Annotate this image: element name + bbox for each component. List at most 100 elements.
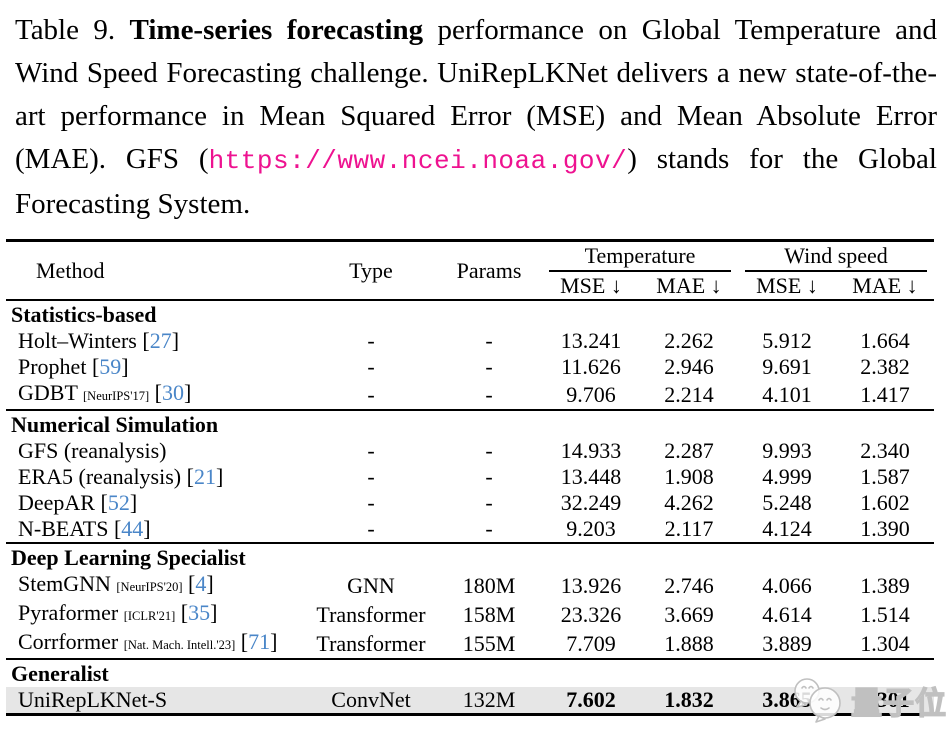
value-cell: 5.912: [762, 328, 812, 353]
method-name: Prophet: [18, 354, 87, 379]
value-cell: 3.669: [664, 601, 714, 627]
col-group-wind-speed: Wind speed: [738, 241, 934, 272]
cite-bracket-open: [: [142, 328, 150, 353]
params-cell: -: [485, 438, 493, 463]
caption-body: performance on Global Temper­ature and W…: [15, 14, 937, 175]
cite-bracket-open: [: [188, 571, 196, 596]
venue-tag: [Nat. Mach. Intell.'23]: [123, 638, 236, 652]
params-cell: -: [485, 328, 493, 353]
params-cell: 155M: [462, 630, 516, 656]
paper-page: Table 9. Time-series forecasting perform…: [0, 9, 951, 737]
col-header-temp-mse: MSE ↓: [542, 272, 640, 301]
table-row: DeepAR [52] - - 32.249 4.262 5.248 1.602: [6, 490, 934, 516]
section-row: Statistics-based: [6, 299, 934, 328]
cite-bracket-open: [: [186, 464, 194, 489]
value-cell: 4.999: [762, 464, 812, 489]
value-cell: 1.664: [860, 328, 910, 353]
caption-url-link[interactable]: https://www.ncei.noaa.gov/: [208, 146, 628, 176]
value-cell: 4.066: [762, 572, 812, 598]
method-name: Holt–Winters: [18, 328, 137, 353]
type-cell: -: [367, 464, 375, 489]
value-cell: 2.214: [664, 381, 714, 407]
value-cell: 5.248: [762, 490, 812, 515]
value-cell: 4.262: [664, 490, 714, 515]
table-row: GDBT [NeurIPS'17] [30] - - 9.706 2.214 4.101 1…: [6, 380, 934, 410]
method-name: StemGNN: [18, 571, 111, 596]
col-header-params: Params: [436, 240, 542, 301]
value-cell: 7.602: [542, 687, 640, 716]
cite-number: 52: [107, 490, 130, 515]
citation-link[interactable]: [21]: [187, 464, 224, 489]
section-title: Numerical Simulation: [6, 409, 934, 438]
cite-bracket-close: ]: [215, 464, 224, 489]
section-row: Deep Learning Specialist: [6, 542, 934, 571]
section-row: Numerical Simulation: [6, 409, 934, 438]
cite-number: 21: [193, 464, 216, 489]
value-cell: 3.889: [762, 630, 812, 656]
value-cell: 2.340: [860, 438, 910, 463]
value-cell: 1.417: [860, 381, 910, 407]
params-cell: 180M: [462, 572, 516, 598]
section-title: Deep Learning Specialist: [6, 542, 934, 571]
method-cell: StemGNN [NeurIPS'20] [4]: [6, 571, 306, 600]
value-cell: 2.262: [664, 328, 714, 353]
value-cell: 1.888: [664, 630, 714, 656]
cite-number: 30: [161, 380, 184, 405]
caption-label: Table 9.: [15, 14, 130, 46]
method-cell: Corrformer [Nat. Mach. Intell.'23] [71]: [6, 629, 306, 659]
cite-number: 35: [188, 600, 211, 625]
citation-link[interactable]: [30]: [155, 380, 192, 405]
method-name: DeepAR: [18, 490, 95, 515]
cite-bracket-close: ]: [129, 490, 138, 515]
method-name: GDBT: [18, 380, 78, 405]
citation-link[interactable]: [71]: [241, 629, 278, 654]
value-cell: 13.926: [560, 572, 622, 598]
value-cell: 14.933: [560, 438, 622, 463]
group-label-wind-speed: Wind speed: [745, 242, 927, 272]
method-name: GFS (reanalysis): [18, 438, 167, 463]
citation-link[interactable]: [4]: [188, 571, 214, 596]
col-header-type: Type: [306, 240, 436, 301]
venue-tag: [ICLR'21]: [123, 609, 176, 623]
cite-bracket-open: [: [113, 516, 122, 541]
type-cell: -: [367, 354, 375, 379]
citation-link[interactable]: [44]: [114, 516, 151, 541]
section-row: Generalist: [6, 658, 934, 687]
value-cell: 32.249: [560, 490, 622, 515]
value-cell: 13.241: [560, 328, 622, 353]
caption-suffix: ) stands for the Global Forecasting Syst…: [15, 143, 937, 220]
params-cell: -: [485, 516, 493, 541]
params-cell: -: [485, 490, 493, 515]
table-row: Prophet [59] - - 11.626 2.946 9.691 2.382: [6, 354, 934, 380]
venue-tag: [NeurIPS'20]: [116, 580, 183, 594]
citation-link[interactable]: [35]: [181, 600, 218, 625]
col-group-temperature: Temperature: [542, 241, 738, 272]
col-header-method: Method: [6, 240, 306, 301]
method-cell: ERA5 (reanalysis) [21]: [6, 464, 306, 490]
value-cell: 9.993: [762, 438, 812, 463]
col-header-temp-mae: MAE ↓: [640, 272, 738, 301]
value-cell: 1.832: [640, 687, 738, 716]
value-cell: 2.287: [664, 438, 714, 463]
cite-bracket-close: ]: [206, 571, 214, 596]
citation-link[interactable]: [59]: [92, 354, 129, 379]
table-caption: Table 9. Time-series forecasting perform…: [15, 9, 937, 226]
value-cell: 1.602: [860, 490, 910, 515]
method-cell: Pyraformer [ICLR'21] [35]: [6, 600, 306, 629]
cite-bracket-open: [: [91, 354, 100, 379]
results-table: Method Type Params Temperature Wind spee…: [6, 239, 934, 716]
table-row: Holt–Winters [27] - - 13.241 2.262 5.912 1.664: [6, 328, 934, 354]
value-cell: 1.304: [860, 630, 910, 656]
citation-link[interactable]: [52]: [100, 490, 137, 515]
method-cell: Holt–Winters [27]: [6, 328, 306, 354]
table-row: Pyraformer [ICLR'21] [35] Transformer 158M…: [6, 600, 934, 629]
value-cell: 2.946: [664, 354, 714, 379]
citation-link[interactable]: [27]: [142, 328, 179, 353]
value-cell: 2.117: [664, 516, 714, 541]
cite-bracket-open: [: [154, 380, 162, 405]
value-cell: 9.691: [762, 354, 812, 379]
section-title: Statistics-based: [6, 299, 934, 328]
value-cell: 1.389: [860, 572, 910, 598]
method-name: UniRepLKNet-S: [18, 687, 168, 712]
method-name: Corrformer: [18, 629, 119, 654]
